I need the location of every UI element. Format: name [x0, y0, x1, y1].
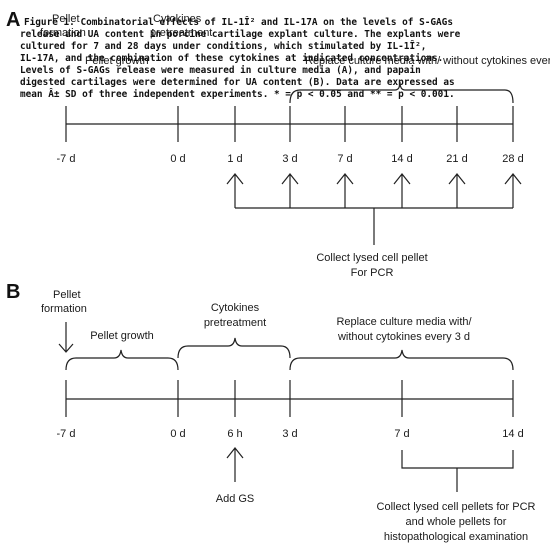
- panel-a-replace-media: Replace culture media with/ without cyto…: [305, 55, 550, 67]
- panel-a-tick-label: 7 d: [337, 153, 352, 165]
- panel-b-replace-brace: [289, 349, 514, 371]
- panel-a-letter: A: [6, 9, 20, 31]
- panel-a-caption: Figure 1. Combinatorial effects of IL-1Î…: [20, 16, 461, 100]
- panel-b-cytokines-line2: pretreatment: [204, 317, 266, 329]
- panel-a-ticks: [65, 106, 514, 142]
- up-arrow-icon: [226, 447, 244, 482]
- down-arrow-icon: [58, 322, 74, 353]
- panel-a-pellet-growth: Pellet growth: [85, 55, 149, 67]
- panel-a-tick-label: 28 d: [502, 153, 523, 165]
- panel-a-cytokines-line1: Cytokines: [153, 13, 202, 25]
- panel-a-tick-label: 3 d: [282, 153, 297, 165]
- panel-a-tick-labels: -7 d 0 d 1 d 3 d 7 d 14 d 21 d 28 d: [57, 153, 524, 165]
- panel-b-collect-line3: histopathological examination: [384, 531, 528, 543]
- panel-b-tick-label: -7 d: [57, 428, 76, 440]
- panel-a-collect-line1: Collect lysed cell pellet: [316, 252, 427, 264]
- up-arrow-icon: [281, 173, 299, 208]
- panel-a-pellet-formation-line1: Pellet: [52, 13, 80, 25]
- up-arrow-icon: [226, 173, 244, 208]
- panel-b-tick-label: 14 d: [502, 428, 523, 440]
- caption-line: release and UA content in porcine cartil…: [20, 29, 461, 40]
- panel-b-pellet-growth: Pellet growth: [90, 330, 154, 342]
- panel-a-tick-label: 0 d: [170, 153, 185, 165]
- panel-a-tick-label: 14 d: [391, 153, 412, 165]
- caption-line: IL-17A, and the combination of these cyt…: [20, 53, 443, 64]
- up-arrow-icon: [448, 173, 466, 208]
- up-arrow-icon: [504, 173, 522, 208]
- panel-a-collect-line2: For PCR: [351, 267, 394, 279]
- panel-b-tick-label: 0 d: [170, 428, 185, 440]
- up-arrow-icon: [336, 173, 354, 208]
- panel-a-up-arrows: [226, 173, 522, 208]
- panel-a-cytokines-line2: pretreatment: [150, 27, 212, 39]
- panel-b-collect-bracket: [401, 450, 514, 469]
- panel-b-tick-label: 6 h: [227, 428, 242, 440]
- panel-a-replace-brace: [289, 81, 514, 104]
- caption-line: mean Â± SD of three independent experime…: [20, 88, 455, 100]
- up-arrow-icon: [393, 173, 411, 208]
- caption-line: Levels of S-GAGs release were measured i…: [20, 65, 421, 76]
- panel-b-growth-brace: [65, 349, 179, 371]
- panel-b-cytokines-line1: Cytokines: [211, 302, 260, 314]
- panel-b-pellet-formation-line1: Pellet: [53, 289, 81, 301]
- panel-b-collect-line2: and whole pellets for: [406, 516, 507, 528]
- panel-b-cytokines-brace: [177, 337, 291, 359]
- panel-b-tick-labels: -7 d 0 d 6 h 3 d 7 d 14 d: [57, 428, 524, 440]
- panel-a-tick-label: -7 d: [57, 153, 76, 165]
- panel-b-add-gs: Add GS: [216, 493, 255, 505]
- caption-line: digested cartilages were determined for …: [20, 77, 455, 88]
- panel-b-tick-label: 3 d: [282, 428, 297, 440]
- panel-b-pellet-formation-line2: formation: [41, 303, 87, 315]
- panel-b-collect-line1: Collect lysed cell pellets for PCR: [377, 501, 536, 513]
- caption-line: Figure 1. Combinatorial effects of IL-1Î…: [24, 16, 453, 28]
- panel-a-tick-label: 1 d: [227, 153, 242, 165]
- panel-b-replace-line1: Replace culture media with/: [336, 316, 472, 328]
- panel-b-replace-line2: without cytokines every 3 d: [337, 331, 470, 343]
- panel-b-letter: B: [6, 281, 20, 303]
- panel-b-ticks: [65, 380, 514, 417]
- panel-a-tick-label: 21 d: [446, 153, 467, 165]
- caption-line: cultured for 7 and 28 days under conditi…: [20, 40, 426, 52]
- panel-b-tick-label: 7 d: [394, 428, 409, 440]
- panel-a-pellet-formation-line2: formation: [40, 27, 86, 39]
